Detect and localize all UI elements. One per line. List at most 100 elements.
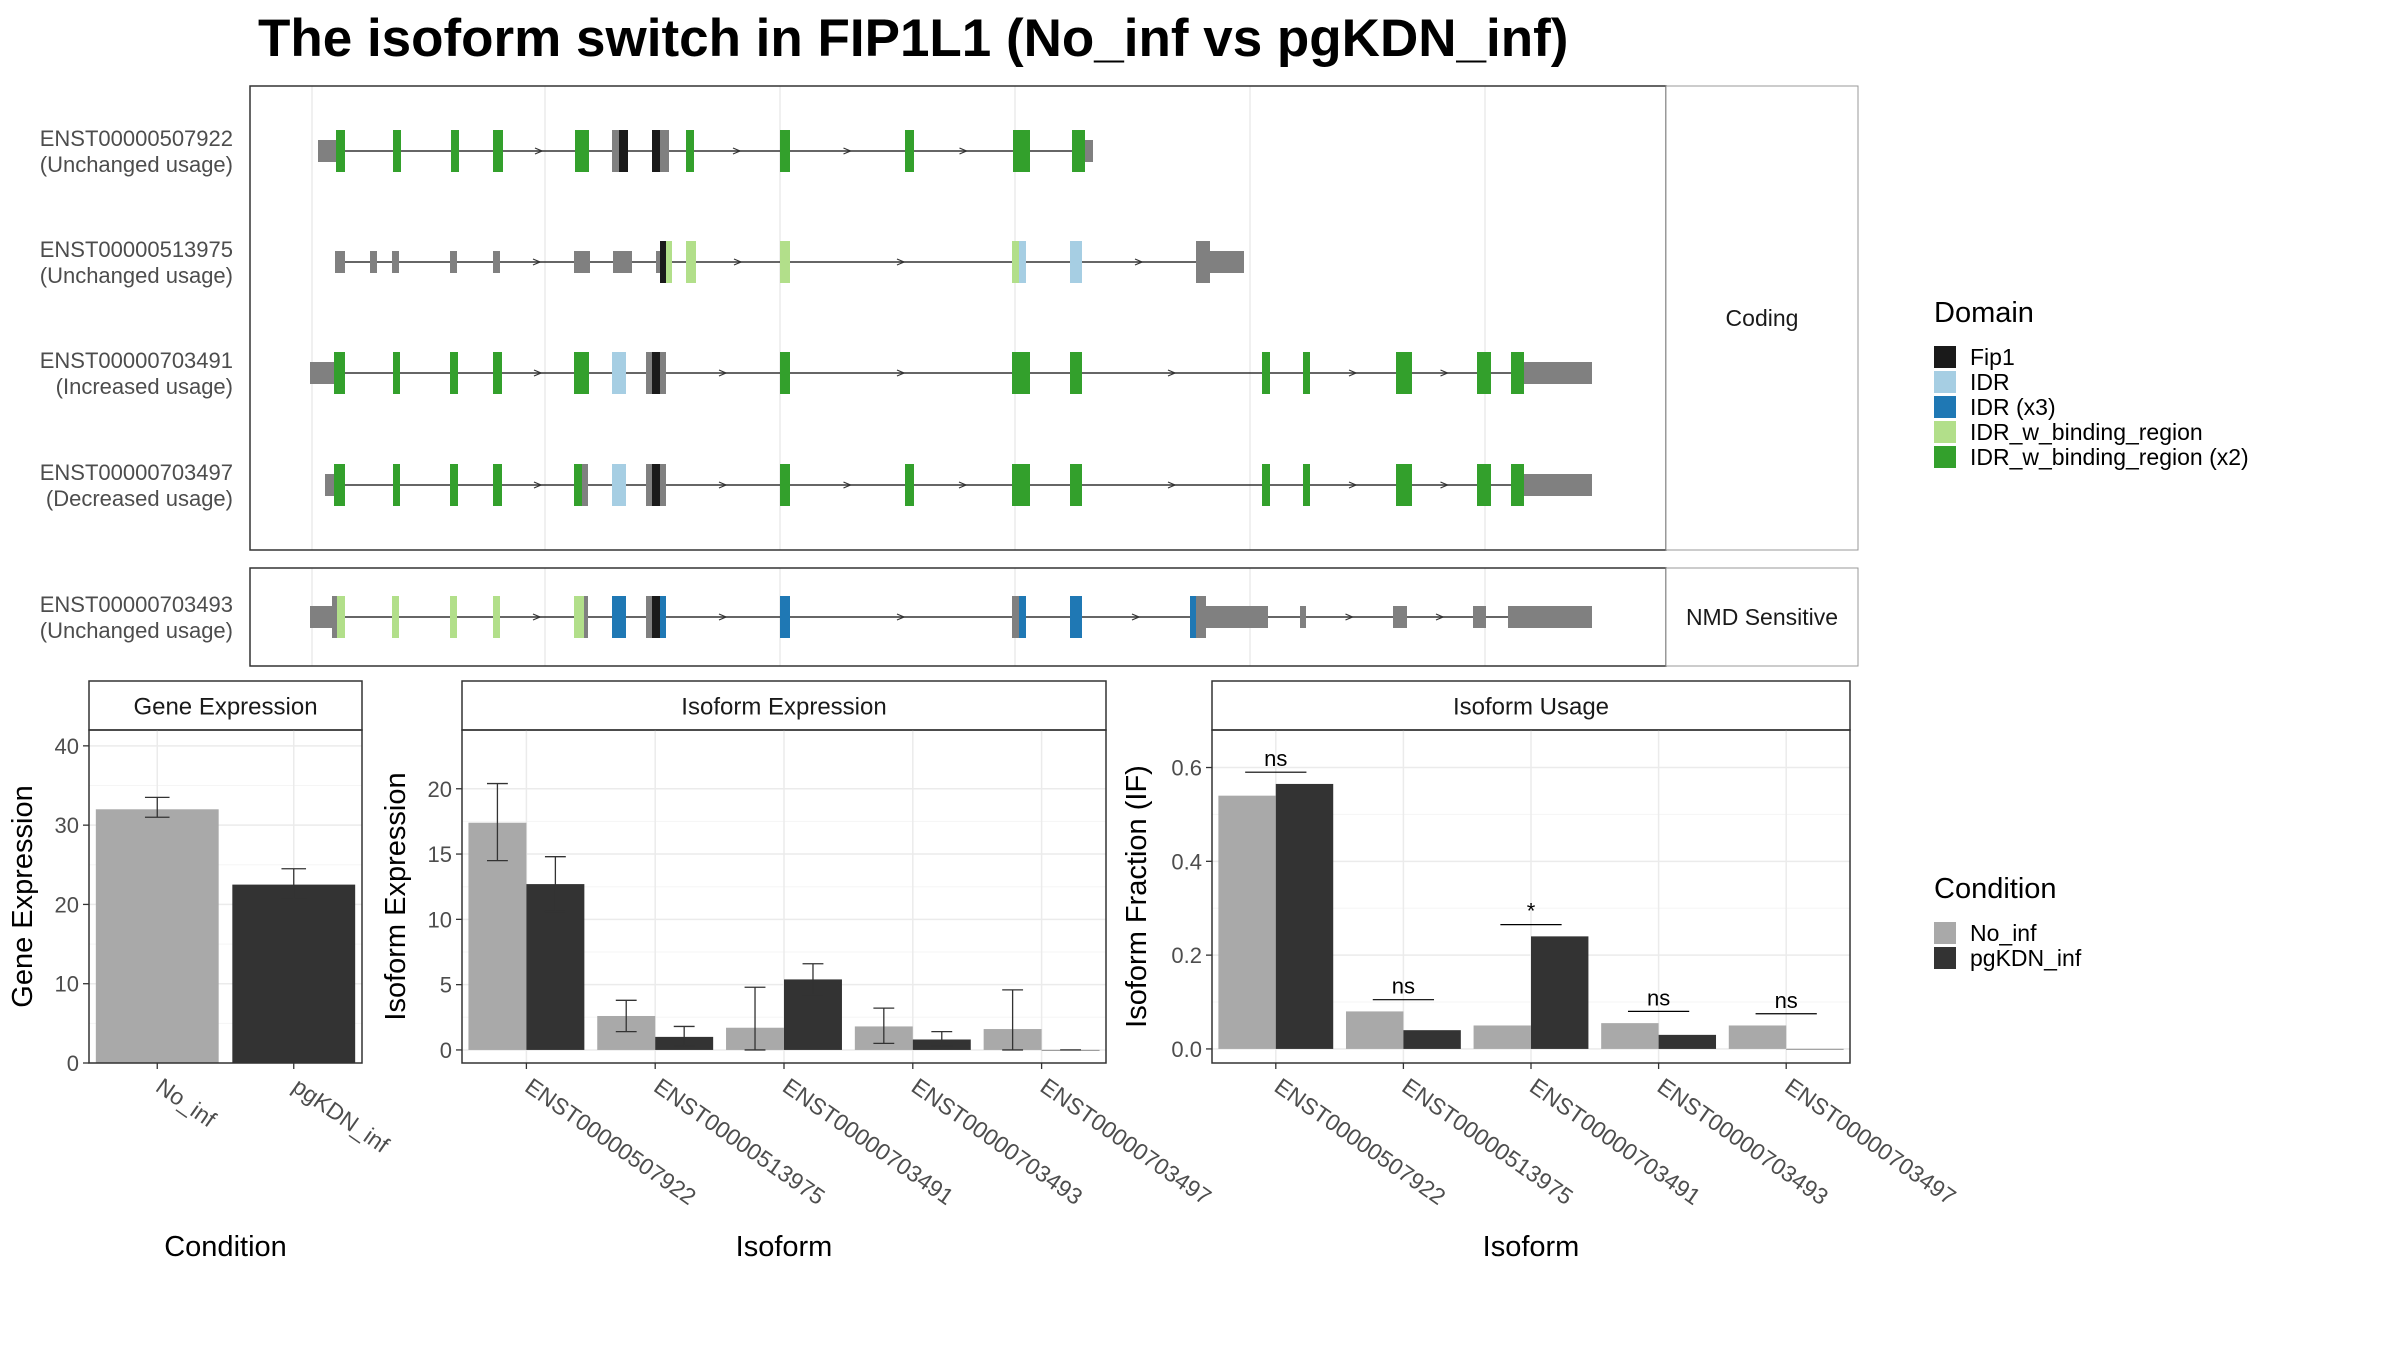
domain-legend-label: IDR_w_binding_region (x2) <box>1970 444 2249 470</box>
strand-arrow <box>532 258 542 266</box>
strand-arrow <box>1345 613 1355 621</box>
exon <box>1085 140 1093 162</box>
exon <box>450 596 457 638</box>
x-axis-title: Isoform <box>736 1231 833 1263</box>
exon <box>1303 464 1310 506</box>
exon <box>612 130 619 172</box>
bar <box>1658 1034 1717 1049</box>
facet-strip <box>1665 85 1859 551</box>
bar <box>232 884 356 1063</box>
isoform-usage-label: (Unchanged usage) <box>40 618 233 643</box>
exon <box>1396 352 1412 394</box>
bar <box>1403 1030 1461 1049</box>
y-axis-title: Isoform Expression <box>380 772 412 1020</box>
y-tick-label: 0.4 <box>1171 849 1202 874</box>
error-bar <box>931 1031 953 1047</box>
exon <box>1262 464 1270 506</box>
exon <box>686 241 696 283</box>
exon <box>1019 596 1026 638</box>
strand-arrow <box>534 147 544 155</box>
exon <box>493 251 500 273</box>
transcript-row <box>325 464 1592 506</box>
exon <box>574 352 589 394</box>
exon <box>393 130 401 172</box>
strand-arrow <box>1167 481 1177 489</box>
exon <box>1303 352 1310 394</box>
exon <box>1511 352 1524 394</box>
error-bar <box>802 963 824 996</box>
exon <box>450 251 457 273</box>
facet-strip <box>1665 567 1859 667</box>
significance-label: ns <box>1647 985 1670 1010</box>
error-bar <box>1002 989 1024 1051</box>
exon <box>660 352 666 394</box>
strand-arrow <box>1348 481 1358 489</box>
exon <box>1477 464 1491 506</box>
exon <box>574 464 582 506</box>
error-bar <box>673 1025 695 1047</box>
error-bar <box>144 796 170 818</box>
exon <box>574 251 590 273</box>
exon <box>1019 241 1026 283</box>
exon <box>652 464 660 506</box>
transcript-structure-plot: ENST00000507922(Unchanged usage)ENST0000… <box>40 85 1859 667</box>
domain-legend-title: Domain <box>1934 297 2034 329</box>
exon <box>656 251 660 273</box>
y-tick-label: 0.0 <box>1171 1037 1202 1062</box>
exon <box>780 130 790 172</box>
exon <box>646 596 652 638</box>
facet-label-nmd: NMD Sensitive <box>1686 604 1838 630</box>
significance-label: ns <box>1264 746 1287 771</box>
chart-gene-expression: Gene Expression 0 10 20 30 40 No_inf pgKDN_inf C… <box>7 680 394 1263</box>
strand-arrow <box>896 369 906 377</box>
isoform-id-label: ENST00000703497 <box>40 460 233 485</box>
exon <box>646 352 652 394</box>
exon <box>334 464 345 506</box>
condition-legend-label: pgKDN_inf <box>1970 945 2082 971</box>
exon <box>493 596 500 638</box>
exon <box>652 596 660 638</box>
x-tick-label: No_inf <box>151 1073 221 1133</box>
y-tick-label: 30 <box>55 813 79 838</box>
domain-legend-swatch <box>1934 421 1956 443</box>
exon <box>575 130 589 172</box>
y-tick-label: 40 <box>55 734 79 759</box>
exon <box>1190 596 1196 638</box>
y-tick-label: 0.2 <box>1171 943 1202 968</box>
error-bar <box>281 868 307 900</box>
y-tick-label: 20 <box>55 892 79 917</box>
isoform-usage-label: (Unchanged usage) <box>40 152 233 177</box>
exon <box>450 352 458 394</box>
exon <box>1511 464 1524 506</box>
exon <box>574 596 584 638</box>
exon <box>392 251 399 273</box>
exon <box>1210 251 1244 273</box>
exon <box>1012 241 1019 283</box>
exon <box>337 596 345 638</box>
exon <box>619 130 628 172</box>
domain-legend-label: IDR_w_binding_region <box>1970 419 2203 445</box>
exon <box>1473 606 1486 628</box>
exon <box>1012 352 1030 394</box>
isoform-usage-label: (Decreased usage) <box>46 486 233 511</box>
chart-isoform-expression: Isoform Expression05101520ENST0000050792… <box>380 680 1216 1263</box>
bar <box>1531 936 1589 1049</box>
strand-arrow <box>958 481 968 489</box>
bar <box>1728 1025 1787 1049</box>
strand-arrow <box>533 369 543 377</box>
strand-arrow <box>718 369 728 377</box>
figure-title: The isoform switch in FIP1L1 (No_inf vs … <box>258 9 1568 68</box>
isoform-usage-label: (Increased usage) <box>56 374 233 399</box>
condition-legend-swatch <box>1934 922 1956 944</box>
exon <box>1012 464 1030 506</box>
exon <box>652 352 660 394</box>
exon <box>493 130 503 172</box>
exon <box>1070 352 1082 394</box>
y-tick-label: 15 <box>428 842 452 867</box>
strand-arrow <box>1440 481 1450 489</box>
exon <box>780 464 790 506</box>
exon <box>612 596 626 638</box>
exon <box>392 596 399 638</box>
strand-arrow <box>733 258 743 266</box>
